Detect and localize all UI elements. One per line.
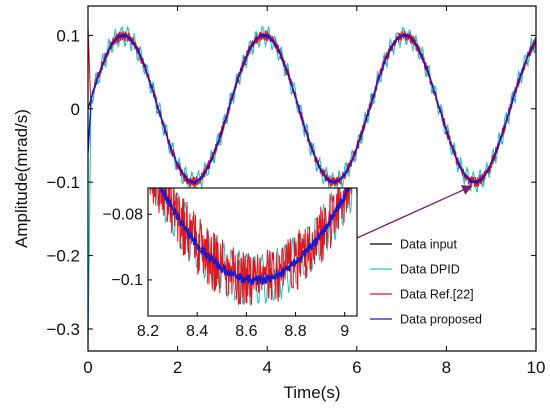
y-tick-label: −0.2 [46,247,80,266]
inset-x-tick-label: 8.4 [186,323,208,340]
inset-y-tick-label: −0.1 [111,272,143,289]
inset-axes: 8.2 8.4 8.6 8.8 9 −0.08 −0.1 [103,187,358,340]
x-tick-label: 4 [262,358,271,377]
y-tick-label: 0 [71,100,80,119]
inset-x-tick-label: 8.2 [137,323,159,340]
inset-frame [147,187,358,317]
legend-label: Data DPID [400,263,460,277]
x-tick-label: 2 [173,358,182,377]
legend-label: Data Ref.[22] [400,288,474,302]
zoom-arrow [356,185,473,239]
x-tick-label: 0 [83,358,92,377]
main-series-group [88,25,536,351]
legend-label: Data input [400,238,458,252]
x-tick-label: 8 [442,358,451,377]
plot-frame [87,5,537,352]
inset-x-tick-label: 8.6 [235,323,257,340]
x-tick-label: 10 [527,358,546,377]
inset-series-group [149,188,357,306]
x-axis-title: Time(s) [284,383,341,402]
y-tick-label: 0.1 [56,26,80,45]
legend: Data input Data DPID Data Ref.[22] Data pro… [370,238,482,327]
inset-x-tick-label: 8.8 [284,323,306,340]
legend-label: Data proposed [400,313,482,327]
inset-y-tick-label: −0.08 [103,206,144,223]
inset-series-line-data-proposed [157,188,352,286]
inset-x-tick-label: 9 [340,323,349,340]
y-tick-label: −0.3 [46,320,80,339]
y-tick-label: −0.1 [46,173,80,192]
y-axis-title: Amplitude(mrad/s) [12,109,31,248]
x-tick-label: 6 [352,358,361,377]
series-line-data-proposed [88,33,536,185]
main-axes: 0 2 4 6 8 10 0.1 0 −0.1 −0.2 −0.3 [46,5,546,377]
